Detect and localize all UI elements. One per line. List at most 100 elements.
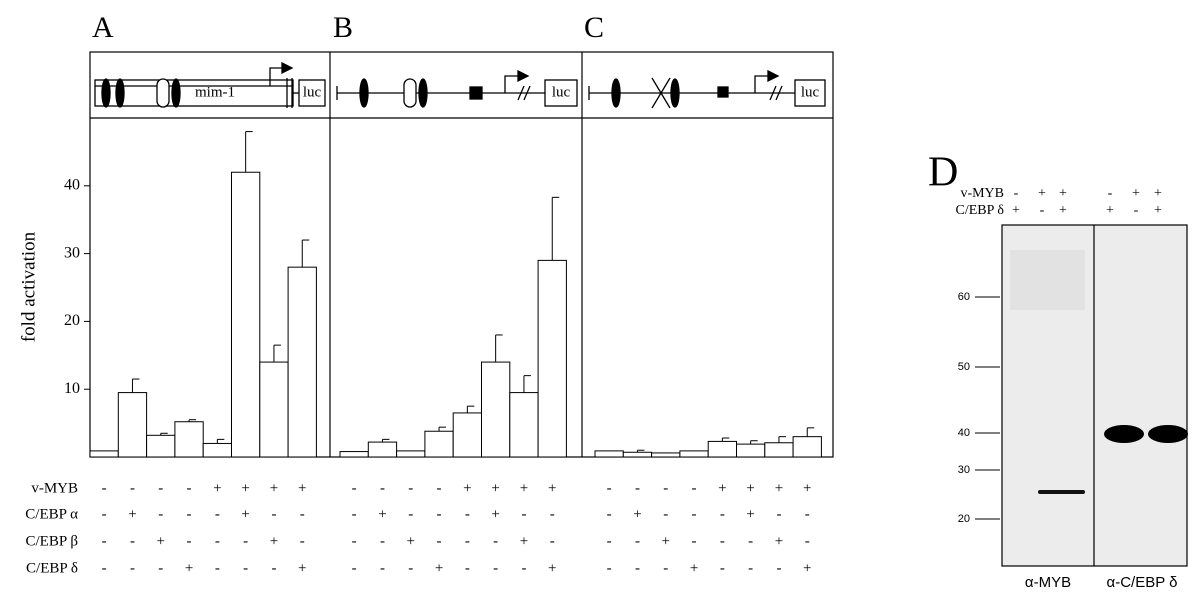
condition-sign: -: [102, 506, 107, 522]
condition-sign: +: [746, 506, 754, 522]
condition-sign: -: [692, 533, 697, 549]
bar: [538, 260, 566, 457]
blot-sign: +: [1038, 186, 1046, 201]
blot-band: [1038, 490, 1085, 494]
condition-sign: -: [243, 533, 248, 549]
blot-row-label: C/EBP δ: [956, 203, 1005, 218]
blot-band: [1148, 425, 1188, 443]
panel-letter: C: [584, 11, 604, 44]
bar: [793, 437, 821, 457]
condition-sign: -: [102, 533, 107, 549]
condition-sign: -: [352, 506, 357, 522]
condition-sign: -: [521, 560, 526, 576]
bar: [90, 451, 118, 457]
diagram-label: luc: [303, 84, 322, 100]
blot-sign: +: [1154, 203, 1162, 218]
condition-sign: -: [380, 560, 385, 576]
antibody-label: α-MYB: [1025, 574, 1071, 591]
condition-sign: -: [607, 560, 612, 576]
figure: mim-1 luc luc luc fold activation 102030…: [0, 0, 1194, 595]
condition-label: C/EBP α: [25, 506, 78, 522]
blot-sign: +: [1012, 203, 1020, 218]
diagram-label: luc: [801, 84, 820, 100]
bar: [510, 393, 538, 457]
blot-band: [1104, 425, 1144, 443]
condition-sign: -: [187, 480, 192, 496]
condition-sign: +: [213, 480, 221, 496]
y-tick-label: 10: [64, 380, 80, 397]
blot-smear: [1010, 250, 1085, 310]
condition-sign: -: [352, 480, 357, 496]
condition-sign: -: [635, 560, 640, 576]
y-axis-title: fold activation: [18, 231, 39, 342]
condition-sign: -: [271, 506, 276, 522]
diagram-label: mim-1: [195, 84, 235, 100]
condition-sign: -: [130, 533, 135, 549]
condition-sign: +: [157, 533, 165, 549]
bar: [397, 451, 425, 457]
condition-sign: -: [380, 480, 385, 496]
condition-sign: -: [748, 533, 753, 549]
condition-sign: -: [437, 506, 442, 522]
condition-sign: +: [520, 480, 528, 496]
condition-sign: -: [607, 533, 612, 549]
condition-sign: -: [635, 480, 640, 496]
condition-sign: -: [493, 533, 498, 549]
condition-label: C/EBP β: [25, 533, 78, 549]
y-tick-label: 20: [64, 312, 80, 329]
condition-sign: +: [128, 506, 136, 522]
condition-sign: +: [407, 533, 415, 549]
condition-sign: +: [378, 506, 386, 522]
condition-sign: +: [298, 560, 306, 576]
condition-sign: -: [437, 533, 442, 549]
condition-sign: -: [215, 560, 220, 576]
bar: [368, 442, 396, 457]
condition-sign: +: [775, 480, 783, 496]
condition-sign: +: [633, 506, 641, 522]
condition-sign: -: [271, 560, 276, 576]
bar: [232, 172, 260, 457]
condition-sign: +: [662, 533, 670, 549]
bar: [175, 422, 203, 457]
blot-sign: -: [1134, 203, 1139, 218]
bar: [482, 362, 510, 457]
bar: [340, 452, 368, 457]
condition-sign: -: [243, 560, 248, 576]
condition-sign: -: [465, 560, 470, 576]
bar: [453, 413, 481, 457]
condition-sign: +: [298, 480, 306, 496]
condition-sign: -: [130, 480, 135, 496]
condition-sign: -: [748, 560, 753, 576]
bar: [680, 451, 708, 457]
condition-sign: -: [635, 533, 640, 549]
blot-sign: +: [1106, 203, 1114, 218]
condition-sign: -: [550, 506, 555, 522]
blot-row-label: v-MYB: [960, 186, 1004, 201]
condition-sign: -: [408, 506, 413, 522]
condition-sign: +: [241, 506, 249, 522]
blot-sign: +: [1059, 203, 1067, 218]
condition-sign: -: [720, 506, 725, 522]
marker-label: 40: [958, 427, 970, 439]
blot-sign: +: [1132, 186, 1140, 201]
marker-label: 30: [958, 464, 970, 476]
diagram-c: [589, 71, 825, 108]
condition-sign: +: [241, 480, 249, 496]
bar: [623, 452, 651, 457]
condition-sign: -: [663, 560, 668, 576]
condition-sign: +: [270, 533, 278, 549]
condition-sign: +: [491, 480, 499, 496]
condition-sign: +: [520, 533, 528, 549]
condition-sign: -: [692, 506, 697, 522]
condition-sign: +: [435, 560, 443, 576]
condition-sign: +: [491, 506, 499, 522]
condition-sign: -: [352, 533, 357, 549]
panel-letter: D: [928, 150, 958, 196]
bar: [595, 451, 623, 457]
condition-sign: -: [720, 560, 725, 576]
blot-sign: -: [1108, 186, 1113, 201]
marker-label: 50: [958, 361, 970, 373]
condition-sign: +: [803, 480, 811, 496]
condition-sign: +: [548, 480, 556, 496]
condition-sign: +: [270, 480, 278, 496]
